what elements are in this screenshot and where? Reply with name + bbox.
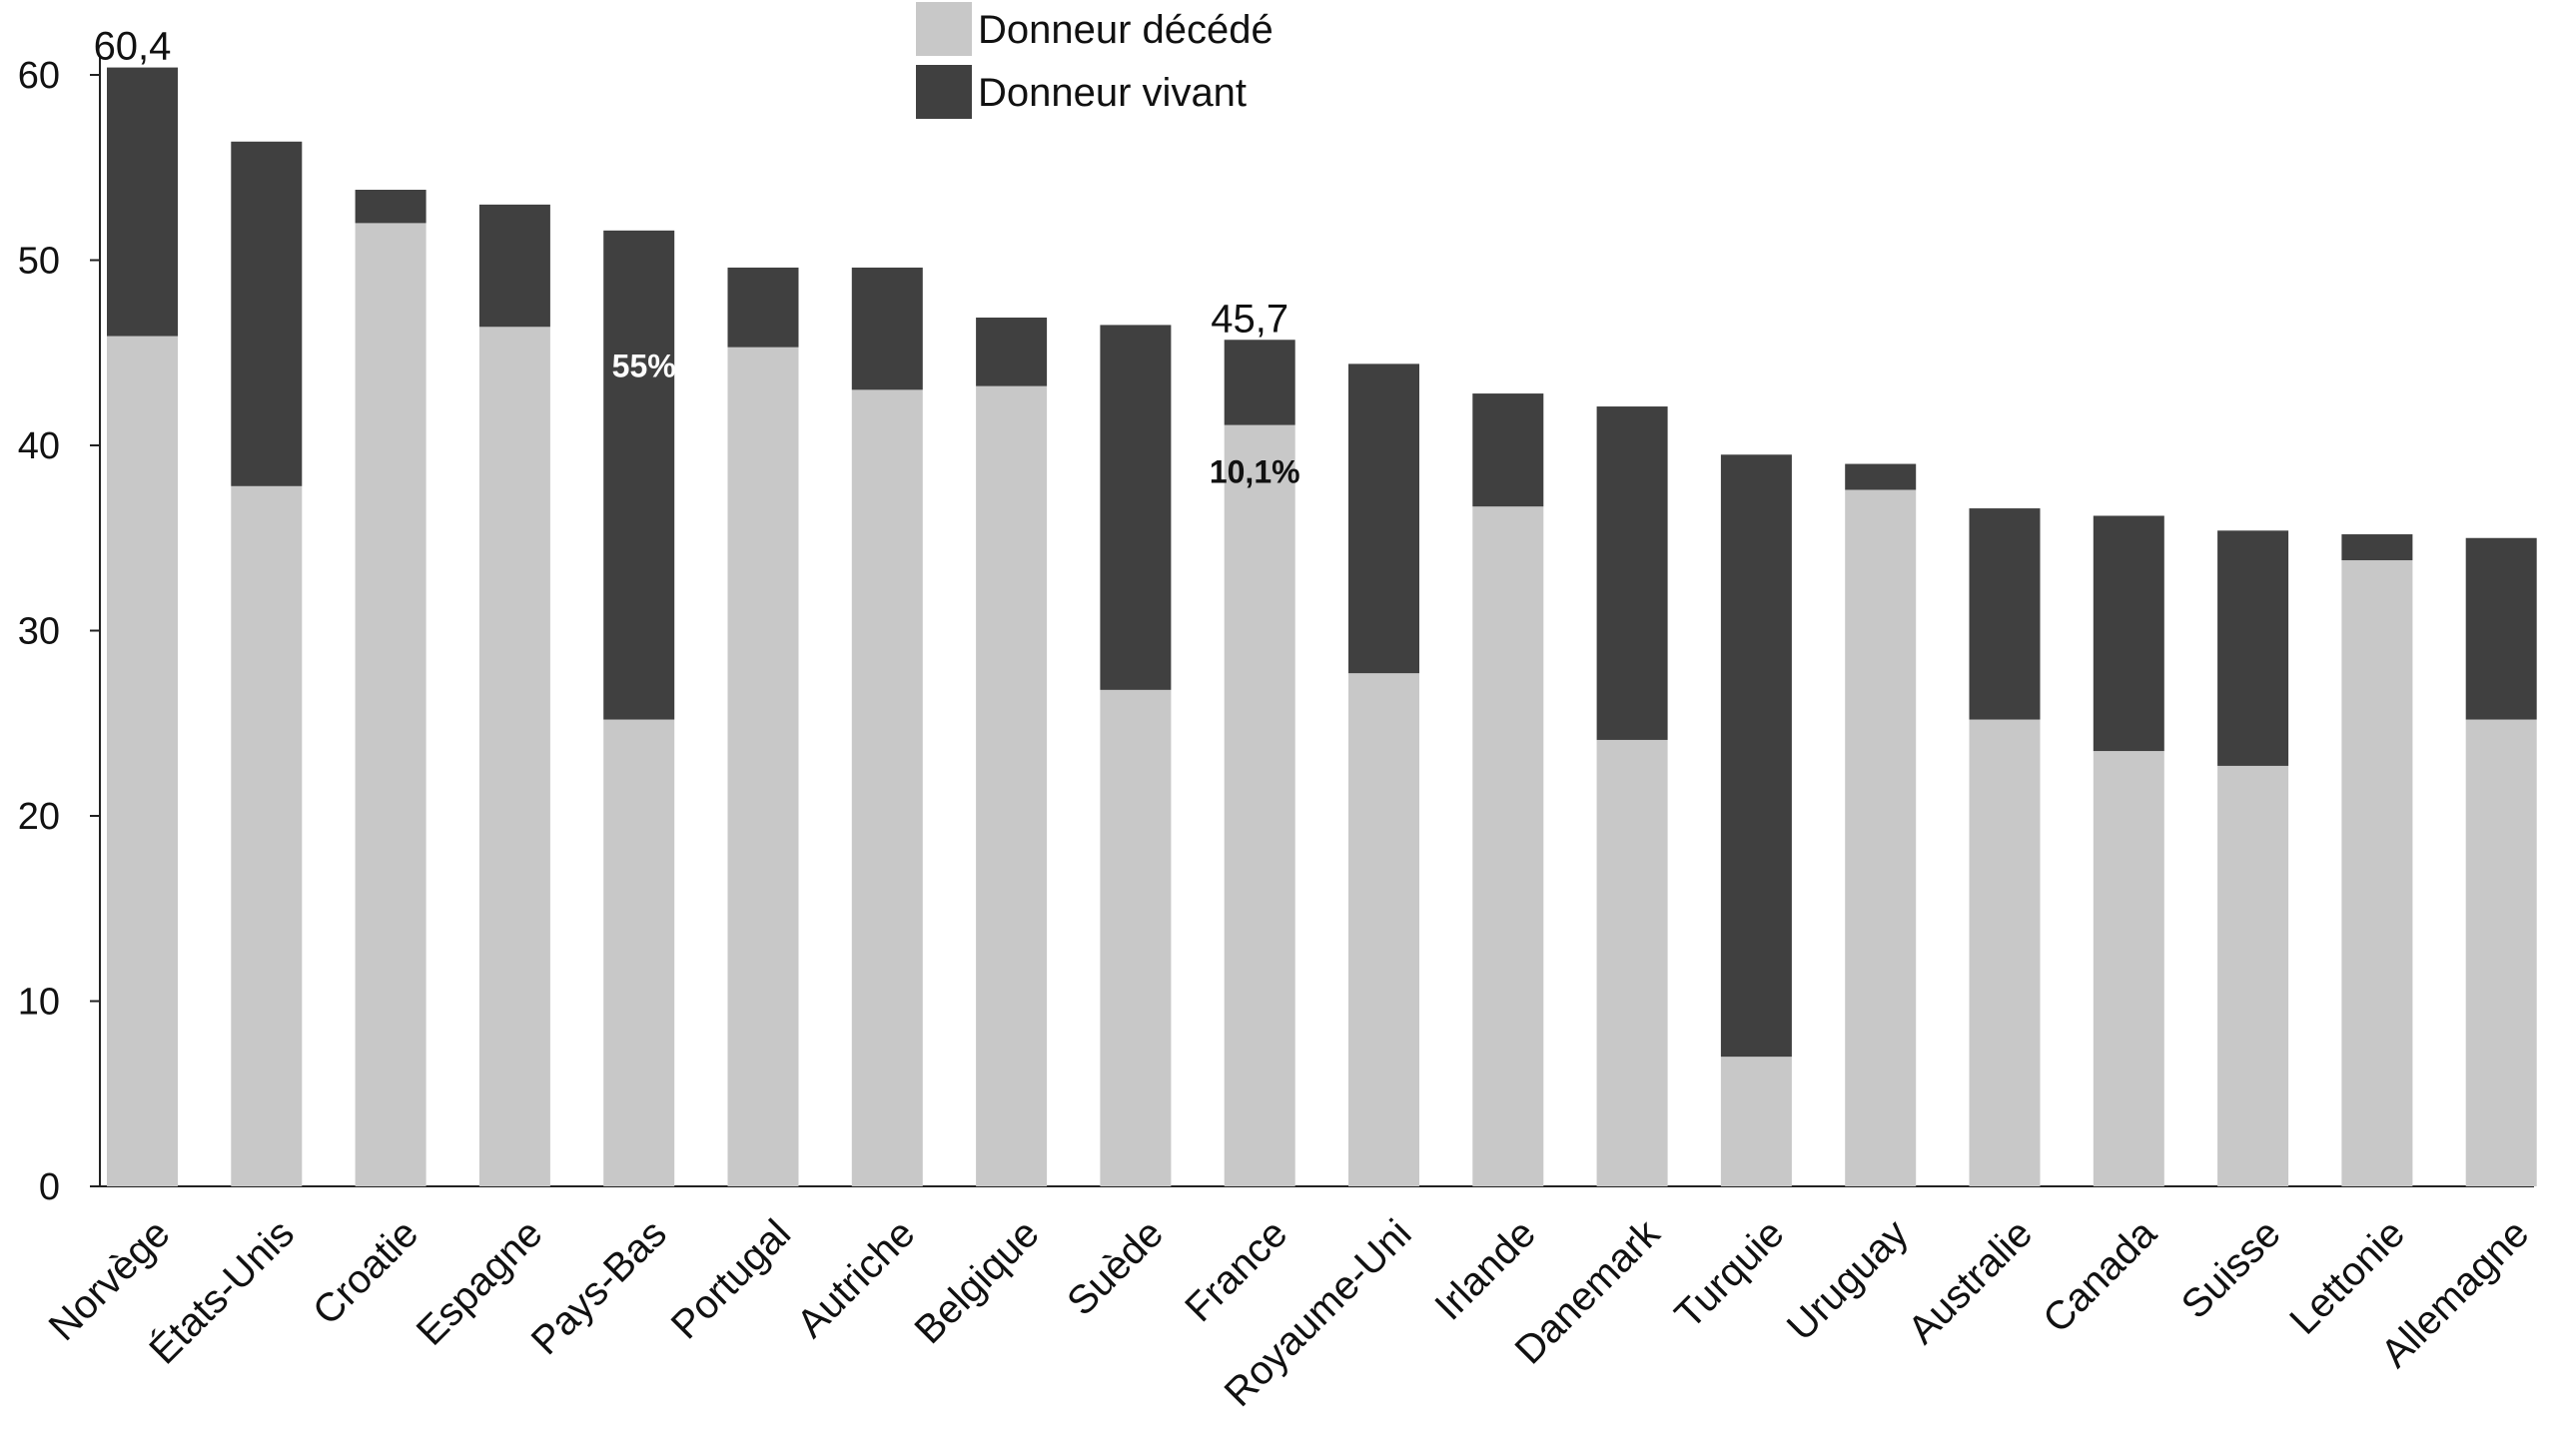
legend: Donneur décédé Donneur vivant bbox=[916, 2, 1274, 119]
bar-segment-deceased bbox=[2465, 719, 2537, 1186]
bar-segment-living bbox=[976, 318, 1048, 386]
bar-segment-deceased bbox=[2093, 751, 2164, 1186]
bar-segment-living bbox=[1969, 508, 2041, 720]
bar-segment-living bbox=[107, 67, 178, 337]
bar-segment-living bbox=[2093, 515, 2164, 752]
x-category-label: Turquie bbox=[1667, 1211, 1793, 1337]
bar-segment-living bbox=[355, 190, 426, 224]
bar-segment-living bbox=[727, 267, 799, 348]
bar-segment-living bbox=[2217, 530, 2289, 766]
x-category-label: Portugal bbox=[663, 1211, 799, 1347]
legend-swatch-deceased bbox=[916, 2, 972, 56]
bar-segment-deceased bbox=[231, 485, 303, 1186]
bar-segment-deceased bbox=[976, 385, 1048, 1186]
bar-segment-living bbox=[231, 141, 303, 486]
bar-segment-living bbox=[1720, 454, 1792, 1058]
bar-segment-deceased bbox=[1845, 489, 1917, 1186]
bar-segment-deceased bbox=[355, 223, 426, 1186]
y-tick-label: 0 bbox=[39, 1166, 60, 1208]
bar-segment-living bbox=[1596, 406, 1668, 740]
share-percent-label: 10,1% bbox=[1210, 454, 1300, 490]
bar-segment-living bbox=[1100, 325, 1172, 690]
bar-segment-deceased bbox=[478, 327, 550, 1186]
bar-segment-deceased bbox=[1472, 506, 1544, 1187]
bar-segment-deceased bbox=[851, 389, 923, 1187]
bar-segment-deceased bbox=[1224, 424, 1295, 1187]
x-category-label: Uruguay bbox=[1779, 1211, 1917, 1349]
bar-segment-deceased bbox=[1969, 719, 2041, 1186]
y-tick-label: 20 bbox=[18, 796, 60, 838]
bar-segment-deceased bbox=[727, 347, 799, 1186]
bar-segment-deceased bbox=[603, 719, 675, 1186]
bar-segment-deceased bbox=[107, 336, 178, 1186]
y-tick-label: 40 bbox=[18, 425, 60, 467]
bar-segment-deceased bbox=[1348, 673, 1419, 1186]
total-value-label: 60,4 bbox=[94, 25, 172, 69]
y-tick-label: 50 bbox=[18, 241, 60, 283]
bar-segment-living bbox=[2341, 534, 2413, 561]
x-category-label: Pays-Bas bbox=[523, 1211, 675, 1363]
x-category-label: Croatie bbox=[305, 1211, 426, 1333]
bar-segment-deceased bbox=[1720, 1057, 1792, 1186]
bar-segment-living bbox=[1845, 463, 1917, 490]
bar-segment-living bbox=[2465, 537, 2537, 720]
x-category-label: Canada bbox=[2035, 1211, 2165, 1342]
bar-segment-deceased bbox=[1596, 739, 1668, 1186]
x-category-label: Autriche bbox=[789, 1211, 924, 1346]
bar-segment-living bbox=[851, 267, 923, 390]
bars bbox=[107, 67, 2537, 1187]
bar-segment-living bbox=[1472, 393, 1544, 507]
total-value-label: 45,7 bbox=[1211, 297, 1288, 341]
bar-segment-deceased bbox=[2341, 560, 2413, 1186]
bar-segment-living bbox=[1224, 340, 1295, 425]
annotations: 60,4 45,7 55% 10,1% bbox=[94, 25, 1300, 490]
bar-segment-living bbox=[603, 230, 675, 720]
bar-segment-living bbox=[478, 204, 550, 328]
x-category-label: Australie bbox=[1900, 1211, 2041, 1352]
share-percent-label: 55% bbox=[612, 349, 676, 384]
legend-label-living: Donneur vivant bbox=[978, 71, 1247, 115]
x-category-label: Suisse bbox=[2173, 1211, 2289, 1327]
x-category-label: Suède bbox=[1059, 1211, 1172, 1324]
bar-segment-deceased bbox=[2217, 765, 2289, 1186]
legend-swatch-living bbox=[916, 65, 972, 119]
legend-label-deceased: Donneur décédé bbox=[978, 8, 1274, 52]
y-tick-label: 10 bbox=[18, 982, 60, 1024]
bar-segment-deceased bbox=[1100, 689, 1172, 1186]
y-tick-label: 60 bbox=[18, 55, 60, 97]
bar-segment-living bbox=[1348, 364, 1419, 674]
x-category-label: Irlande bbox=[1426, 1211, 1544, 1329]
x-category-label: France bbox=[1177, 1211, 1295, 1330]
y-tick-label: 30 bbox=[18, 611, 60, 653]
x-category-label: Belgique bbox=[907, 1211, 1048, 1352]
